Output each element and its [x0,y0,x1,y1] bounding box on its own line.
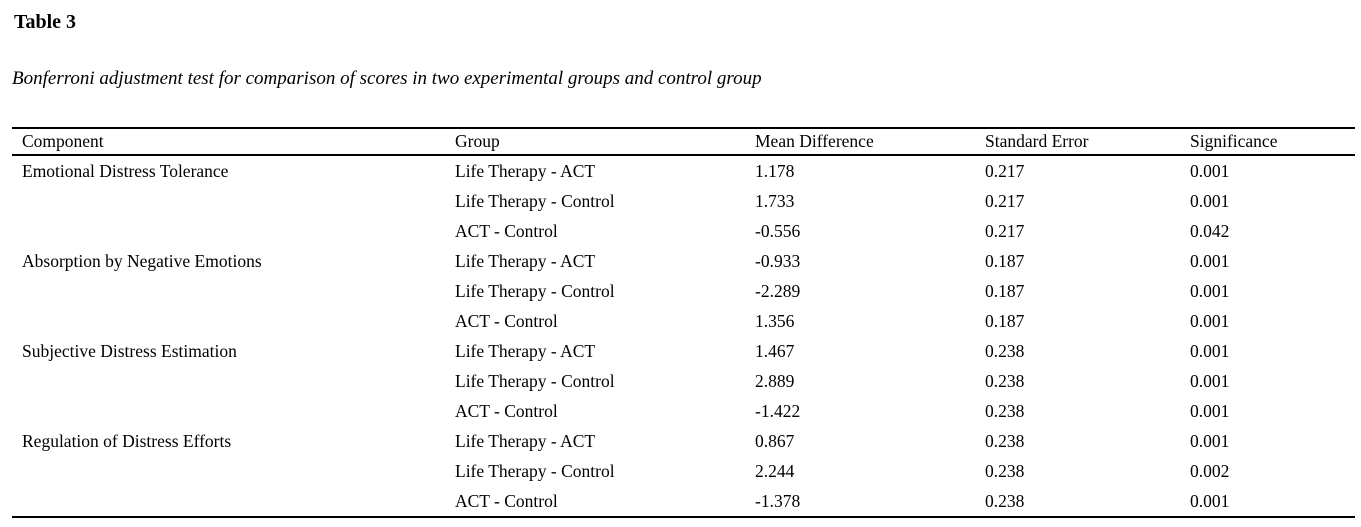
cell-mean-difference: 1.733 [755,190,795,211]
table-row: ACT - Control -1.378 0.238 0.001 [12,486,1355,517]
column-header-component: Component [12,128,455,156]
cell-group: Life Therapy - ACT [455,430,596,451]
cell-significance: 0.042 [1190,220,1230,241]
cell-component: Regulation of Distress Efforts [22,430,232,451]
cell-standard-error: 0.238 [985,490,1025,511]
cell-component: Absorption by Negative Emotions [22,250,262,271]
column-header-standard-error: Standard Error [985,128,1190,156]
table-row: Emotional Distress Tolerance Life Therap… [12,155,1355,186]
cell-component [12,366,455,396]
cell-group: Life Therapy - ACT [455,160,596,181]
cell-mean-difference: 1.467 [755,340,795,361]
cell-significance: 0.001 [1190,340,1230,361]
cell-standard-error: 0.217 [985,160,1025,181]
cell-component [12,216,455,246]
cell-significance: 0.001 [1190,250,1230,271]
table-row: ACT - Control -0.556 0.217 0.042 [12,216,1355,246]
cell-mean-difference: -0.933 [755,250,801,271]
bonferroni-table: Component Group Mean Difference Standard… [12,127,1355,518]
column-header-group: Group [455,128,755,156]
cell-mean-difference: -2.289 [755,280,801,301]
cell-mean-difference: 2.889 [755,370,795,391]
column-header-significance: Significance [1190,128,1355,156]
cell-standard-error: 0.238 [985,430,1025,451]
cell-group: Life Therapy - ACT [455,340,596,361]
cell-group: Life Therapy - Control [455,280,615,301]
cell-mean-difference: -0.556 [755,220,801,241]
cell-component [12,396,455,426]
cell-group: ACT - Control [455,220,558,241]
cell-group: Life Therapy - Control [455,190,615,211]
cell-standard-error: 0.238 [985,340,1025,361]
cell-standard-error: 0.217 [985,220,1025,241]
cell-standard-error: 0.238 [985,460,1025,481]
cell-significance: 0.001 [1190,190,1230,211]
cell-group: Life Therapy - Control [455,370,615,391]
cell-component: Subjective Distress Estimation [22,340,237,361]
table-caption: Bonferroni adjustment test for compariso… [12,68,762,89]
cell-significance: 0.001 [1190,310,1230,331]
table-row: Life Therapy - Control 2.244 0.238 0.002 [12,456,1355,486]
cell-group: ACT - Control [455,490,558,511]
cell-standard-error: 0.238 [985,370,1025,391]
cell-component [12,186,455,216]
cell-group: ACT - Control [455,400,558,421]
table-row: ACT - Control 1.356 0.187 0.001 [12,306,1355,336]
cell-significance: 0.001 [1190,490,1230,511]
table-row: Regulation of Distress Efforts Life Ther… [12,426,1355,456]
cell-standard-error: 0.238 [985,400,1025,421]
cell-component [12,486,455,517]
table-row: ACT - Control -1.422 0.238 0.001 [12,396,1355,426]
table-row: Life Therapy - Control 1.733 0.217 0.001 [12,186,1355,216]
cell-significance: 0.001 [1190,280,1230,301]
cell-component [12,306,455,336]
cell-group: Life Therapy - Control [455,460,615,481]
cell-component [12,276,455,306]
cell-significance: 0.001 [1190,400,1230,421]
cell-significance: 0.001 [1190,430,1230,451]
cell-component: Emotional Distress Tolerance [22,160,229,181]
cell-mean-difference: 0.867 [755,430,795,451]
table-row: Subjective Distress Estimation Life Ther… [12,336,1355,366]
cell-component [12,456,455,486]
table-row: Absorption by Negative Emotions Life The… [12,246,1355,276]
cell-group: ACT - Control [455,310,558,331]
cell-mean-difference: 1.356 [755,310,795,331]
cell-mean-difference: 2.244 [755,460,795,481]
cell-standard-error: 0.187 [985,250,1025,271]
cell-mean-difference: 1.178 [755,160,795,181]
cell-mean-difference: -1.422 [755,400,801,421]
table-number: Table 3 [14,11,77,33]
cell-standard-error: 0.187 [985,280,1025,301]
cell-significance: 0.001 [1190,160,1230,181]
cell-mean-difference: -1.378 [755,490,801,511]
cell-group: Life Therapy - ACT [455,250,596,271]
cell-standard-error: 0.217 [985,190,1025,211]
cell-significance: 0.002 [1190,460,1230,481]
cell-significance: 0.001 [1190,370,1230,391]
cell-standard-error: 0.187 [985,310,1025,331]
column-header-mean-difference: Mean Difference [755,128,985,156]
table-row: Life Therapy - Control 2.889 0.238 0.001 [12,366,1355,396]
table-row: Life Therapy - Control -2.289 0.187 0.00… [12,276,1355,306]
table-header-row: Component Group Mean Difference Standard… [12,128,1355,156]
